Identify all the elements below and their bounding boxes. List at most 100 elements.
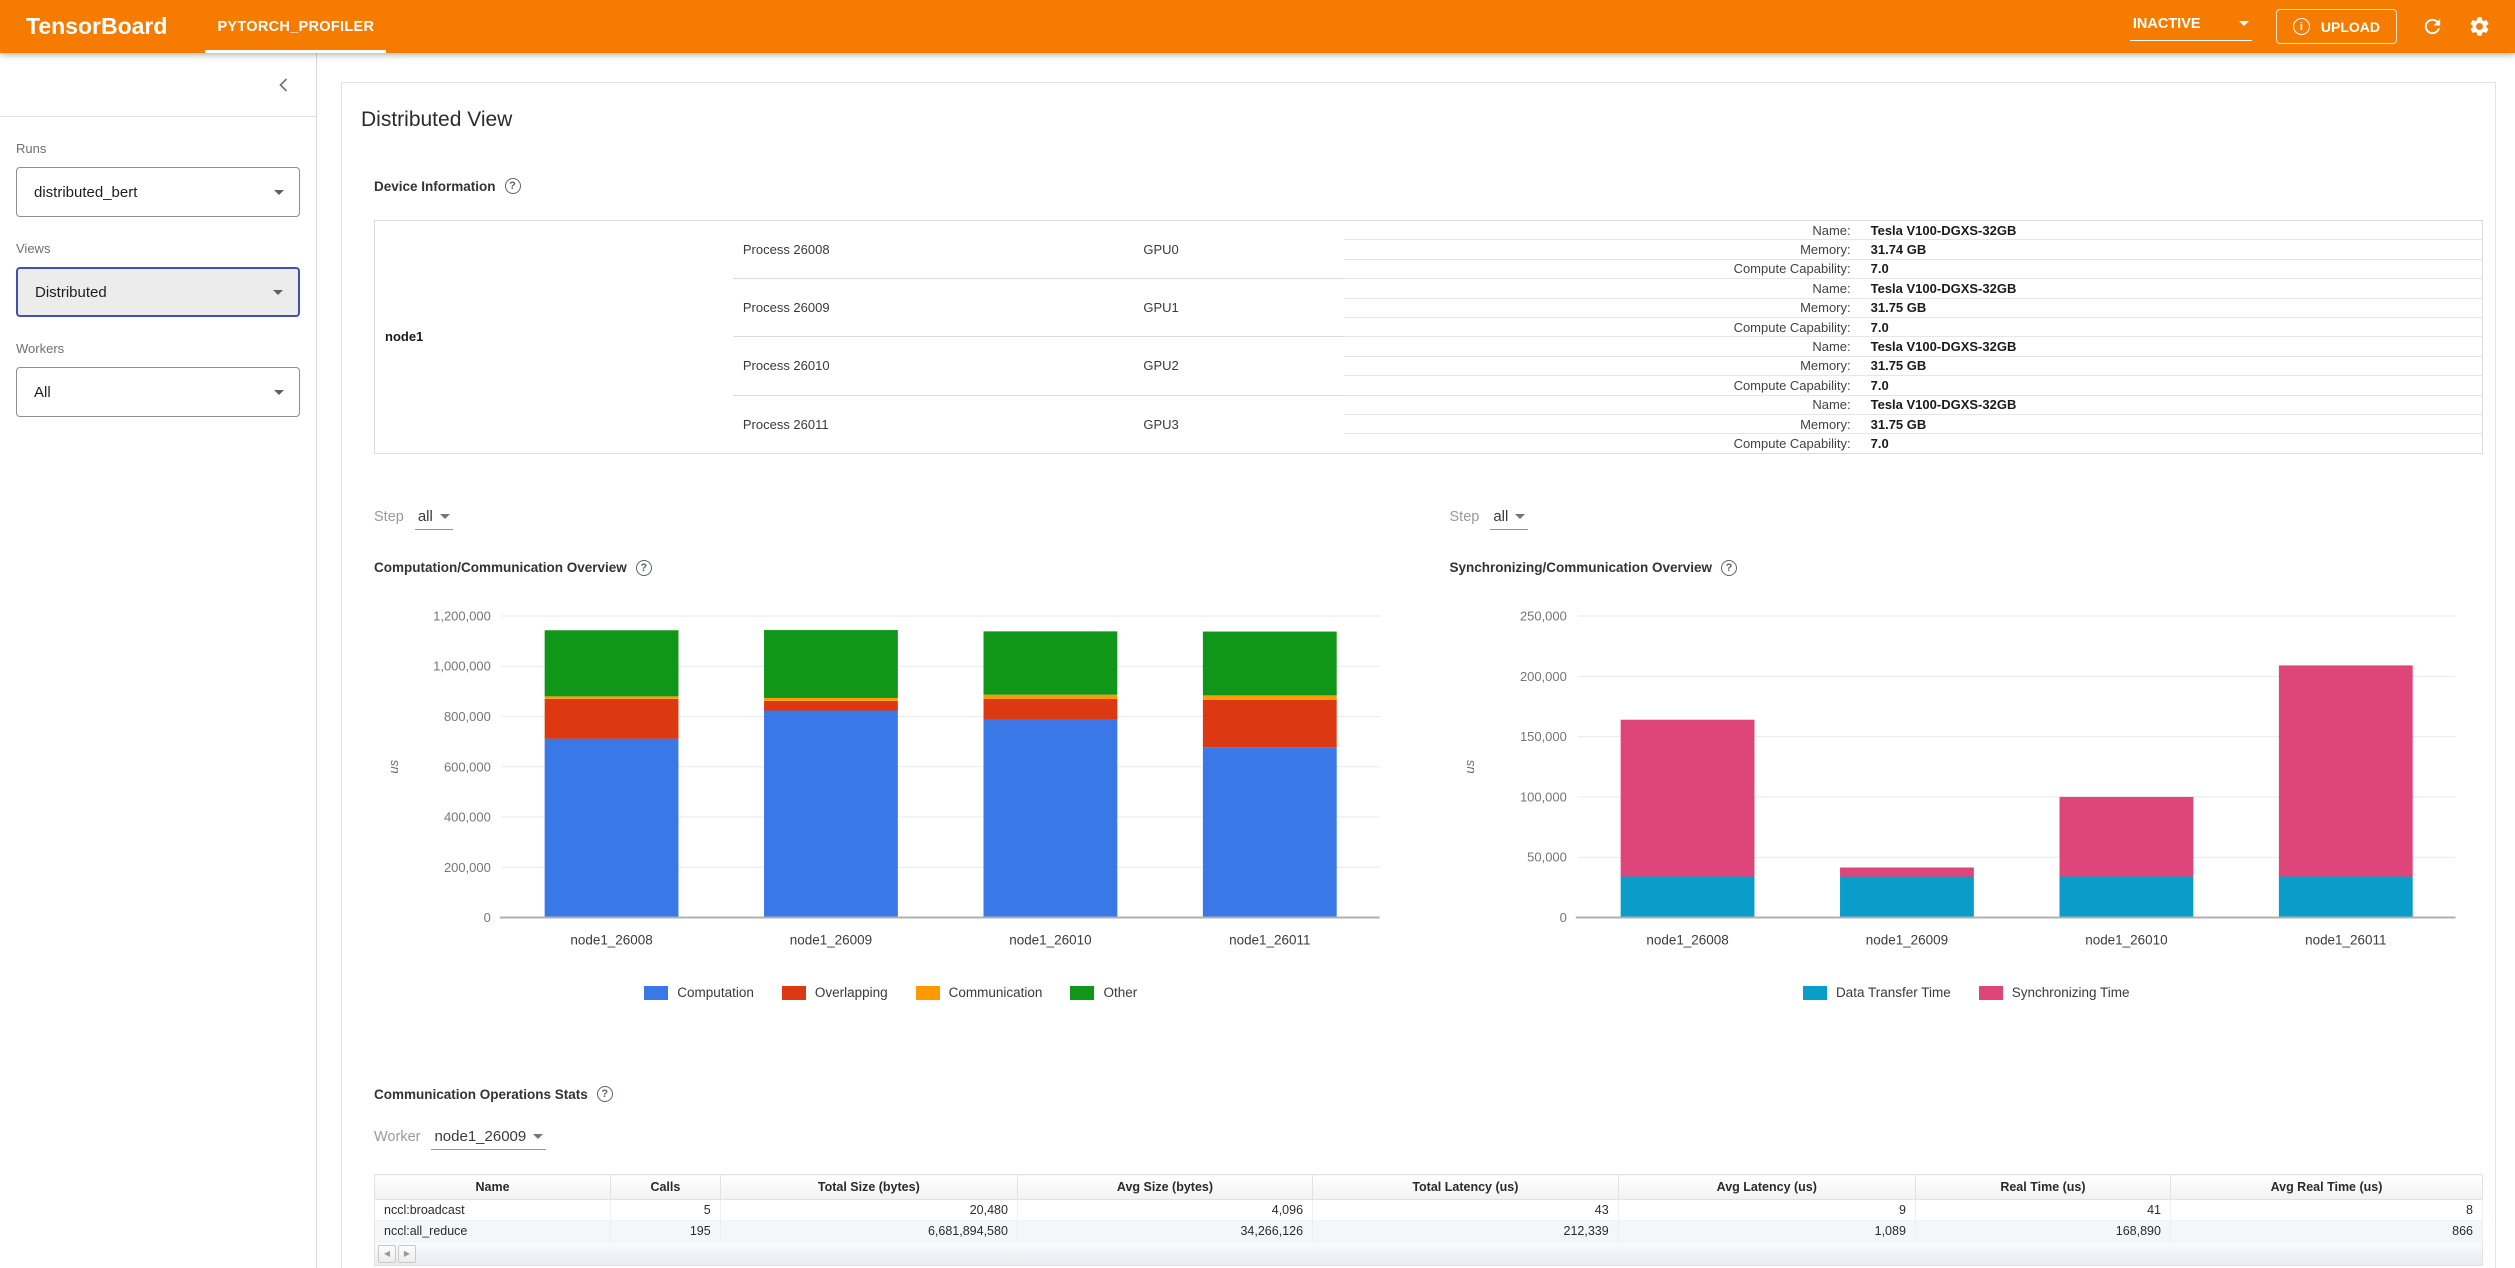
sidebar-header [0, 53, 316, 117]
prev-page-button[interactable] [378, 1244, 396, 1263]
device-field-label: Name: [1344, 336, 1861, 357]
sidebar: Runs distributed_bert Views Distributed … [0, 53, 317, 1268]
help-icon[interactable] [635, 559, 652, 576]
synchronizing-communication-chart[interactable]: 0 50,000 100,000 150,000 200,000 250,000 us nod… [1450, 602, 2484, 953]
device-gpu: GPU0 [1143, 242, 1179, 258]
help-icon[interactable] [1721, 559, 1738, 576]
comm-col-header[interactable]: Calls [610, 1174, 721, 1201]
refresh-button[interactable] [2421, 15, 2444, 38]
device-row: node1 Process 26008 GPU0 Name: Tesla V100-DG… [375, 221, 2483, 345]
svg-text:800,000: 800,000 [444, 709, 491, 724]
comm-col-header[interactable]: Real Time (us) [1914, 1174, 2171, 1201]
runs-label: Runs [16, 141, 47, 156]
device-field-label: Memory: [1344, 355, 1861, 376]
device-field-label: Compute Capability: [1344, 316, 1861, 337]
step-dropdown[interactable]: all [414, 507, 453, 530]
legend-swatch [1070, 985, 1095, 1000]
device-gpu: GPU2 [1133, 336, 1345, 396]
step-selector-row: Step all [374, 508, 1408, 530]
legend-label: Communication [948, 985, 1043, 1001]
device-row: Memory: 31.75 GB [375, 355, 2483, 376]
chevron-down-icon [2238, 21, 2249, 26]
device-field-label: Name: [1344, 278, 1861, 299]
comm-op-value: 41 [1915, 1199, 2171, 1222]
app-title: TensorBoard [26, 13, 168, 39]
svg-text:200,000: 200,000 [1519, 668, 1566, 683]
comm-col-header[interactable]: Name [373, 1174, 612, 1201]
device-field-value: Tesla V100-DGXS-32GB [1860, 278, 2483, 299]
step-value: all [417, 507, 433, 525]
device-field-label: Memory: [1344, 413, 1861, 434]
comm-op-value: 212,339 [1312, 1220, 1619, 1243]
device-field-label: Compute Capability: [1344, 258, 1861, 279]
chevron-down-icon [439, 513, 450, 519]
device-field-label: Name: [1344, 394, 1861, 415]
legend-label: Synchronizing Time [2011, 985, 2130, 1001]
svg-text:200,000: 200,000 [444, 859, 491, 874]
device-field-value: 7.0 [1860, 258, 2483, 279]
comm-op-value: 195 [610, 1220, 721, 1243]
page-title: Distributed View [361, 108, 513, 131]
comm-col-header[interactable]: Avg Latency (us) [1617, 1174, 1916, 1201]
legend-label: Computation [677, 985, 754, 1001]
chart-title: Synchronizing/Communication Overview [1449, 560, 1713, 576]
svg-text:250,000: 250,000 [1519, 608, 1566, 623]
computation-communication-chart[interactable]: 0 200,000 400,000 600,000 800,000 1,000,000 1,… [374, 602, 1408, 953]
help-icon[interactable] [596, 1086, 613, 1103]
comm-col-header[interactable]: Avg Size (bytes) [1016, 1174, 1314, 1201]
svg-text:150,000: 150,000 [1519, 729, 1566, 744]
worker-value: node1_26009 [434, 1128, 527, 1146]
chevron-left-icon [279, 77, 288, 92]
upload-status-dropdown[interactable]: INACTIVE [2129, 13, 2252, 41]
svg-text:400,000: 400,000 [444, 809, 491, 824]
views-select[interactable]: Distributed [16, 267, 300, 317]
legend-swatch [644, 985, 669, 1000]
legend-item: Data Transfer Time [1802, 985, 1951, 1000]
legend-swatch [781, 985, 806, 1000]
runs-select[interactable]: distributed_bert [16, 167, 300, 217]
device-row: Process 26010 GPU2 Name: Tesla V100-DGXS-32… [375, 336, 2483, 396]
legend-label: Other [1103, 985, 1138, 1001]
svg-text:600,000: 600,000 [444, 759, 491, 774]
comm-col-header[interactable]: Total Latency (us) [1312, 1174, 1619, 1201]
svg-text:50,000: 50,000 [1527, 849, 1567, 864]
comm-col-header[interactable]: Total Size (bytes) [719, 1174, 1018, 1201]
device-field-label: Name: [1812, 222, 1851, 238]
legend-item: Synchronizing Time [1978, 985, 2130, 1001]
comm-op-value: 9 [1618, 1199, 1916, 1222]
chart-title-row: Synchronizing/Communication Overview [1449, 559, 2484, 576]
step-dropdown[interactable]: all [1490, 507, 1529, 530]
device-field-label: Compute Capability: [1344, 375, 1861, 396]
comm-op-value: 866 [2170, 1220, 2484, 1243]
settings-button[interactable] [2468, 15, 2491, 38]
comm-col-header[interactable]: Avg Real Time (us) [2169, 1174, 2484, 1201]
worker-selector-row: Worker node1_26009 [374, 1128, 2483, 1151]
worker-dropdown[interactable]: node1_26009 [431, 1128, 547, 1151]
comm-op-name: nccl:broadcast [374, 1199, 612, 1222]
svg-text:us: us [1461, 759, 1476, 773]
device-info-table: node1 Process 26008 GPU0 Name: Tesla V100-DG… [374, 220, 2483, 454]
step-value: all [1493, 507, 1509, 525]
device-row: Compute Capability: 7.0 [375, 375, 2483, 396]
legend-label: Overlapping [814, 985, 888, 1001]
svg-text:1,200,000: 1,200,000 [433, 608, 491, 623]
svg-text:node1_26011: node1_26011 [2305, 932, 2386, 947]
toolbar: TensorBoard PYTORCH_PROFILER INACTIVE UP… [0, 0, 2515, 53]
status-label: INACTIVE [2132, 15, 2201, 32]
help-icon[interactable] [504, 178, 521, 194]
workers-select[interactable]: All [16, 367, 300, 417]
device-field-value: Tesla V100-DGXS-32GB [1860, 394, 2483, 415]
comm-op-value: 168,890 [1915, 1220, 2171, 1243]
legend-item: Other [1070, 985, 1137, 1000]
device-row: Memory: 31.75 GB [375, 297, 2483, 318]
svg-text:node1_26009: node1_26009 [790, 932, 872, 947]
charts-grid: Step all Computation/Communication Overv… [374, 508, 2483, 1000]
tab-label: PYTORCH_PROFILER [217, 18, 375, 35]
upload-button[interactable]: UPLOAD [2275, 9, 2397, 44]
tab-pytorch-profiler[interactable]: PYTORCH_PROFILER [205, 0, 387, 53]
device-row: Process 26009 GPU1 Name: Tesla V100-DGXS-32… [375, 278, 2483, 337]
comm-op-value: 1,089 [1618, 1220, 1916, 1243]
chevron-down-icon [533, 1134, 544, 1140]
collapse-sidebar-button[interactable] [274, 75, 294, 95]
next-page-button[interactable] [398, 1244, 416, 1263]
